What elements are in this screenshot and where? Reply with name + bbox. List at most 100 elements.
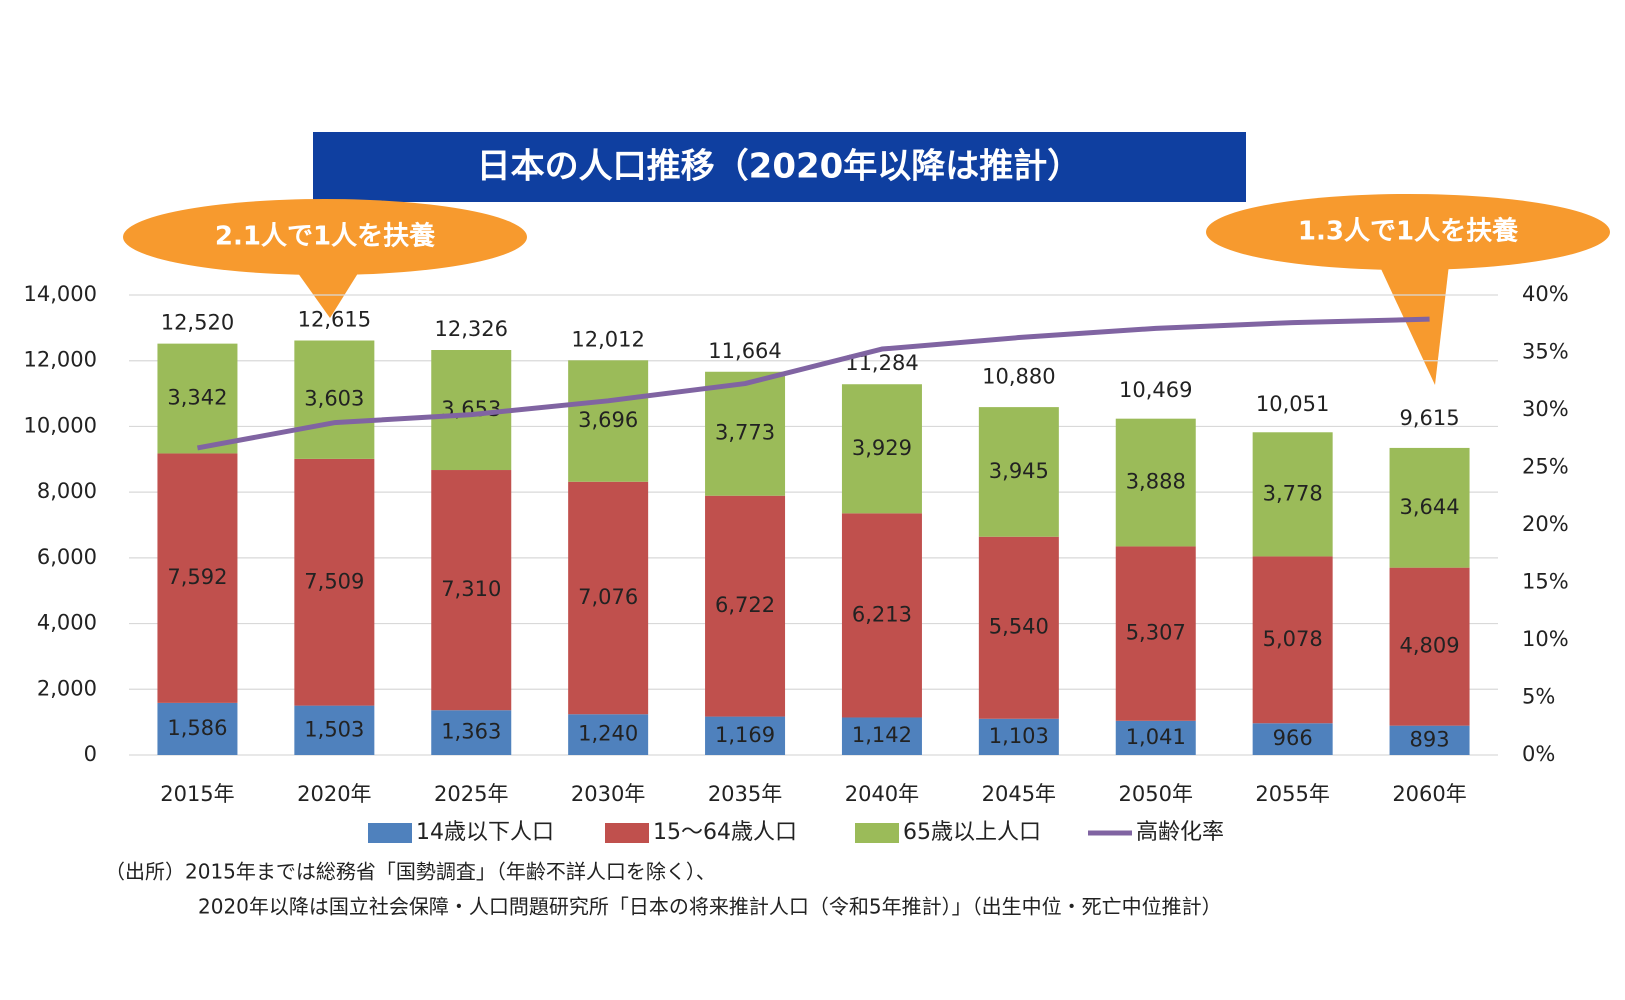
value-label: 5,540 bbox=[989, 615, 1049, 639]
value-label: 7,310 bbox=[441, 577, 501, 601]
legend-swatch bbox=[605, 823, 649, 843]
legend-swatch bbox=[368, 823, 412, 843]
source-note: （出所）2015年までは総務省「国勢調査」（年齢不詳人口を除く）、 bbox=[105, 860, 716, 884]
y2-tick-label: 40% bbox=[1522, 282, 1569, 306]
total-label: 12,326 bbox=[435, 317, 508, 341]
value-label: 893 bbox=[1410, 727, 1450, 751]
bar-segment bbox=[157, 453, 238, 703]
callout bbox=[1206, 194, 1610, 270]
bar-segment bbox=[568, 360, 649, 482]
y2-tick-label: 15% bbox=[1522, 570, 1569, 594]
annotation: 2.1人で1人を扶養 bbox=[215, 222, 436, 252]
y2-tick-label: 0% bbox=[1522, 742, 1555, 766]
bar-segment bbox=[1115, 418, 1196, 547]
bar-segment bbox=[157, 343, 238, 454]
y-tick-label: 6,000 bbox=[37, 545, 97, 569]
total-label: 11,664 bbox=[708, 339, 781, 363]
y-tick-label: 8,000 bbox=[37, 479, 97, 503]
bar-segment bbox=[978, 536, 1059, 719]
x-tick-label: 2030年 bbox=[571, 782, 645, 806]
bar-segment bbox=[1252, 556, 1333, 724]
bar-segment bbox=[294, 340, 375, 459]
x-tick-label: 2045年 bbox=[982, 782, 1056, 806]
annotation: 1.3人で1人を扶養 bbox=[1298, 217, 1519, 247]
value-label: 6,722 bbox=[715, 593, 775, 617]
bar-segment bbox=[568, 714, 649, 755]
bar-segment bbox=[841, 513, 922, 718]
y2-tick-label: 10% bbox=[1522, 627, 1569, 651]
bar-segment bbox=[294, 458, 375, 706]
bar-segment bbox=[157, 702, 238, 755]
total-label: 12,520 bbox=[161, 311, 234, 335]
value-label: 3,696 bbox=[578, 408, 638, 432]
bar-segment bbox=[431, 470, 512, 711]
value-label: 4,809 bbox=[1399, 634, 1459, 658]
value-label: 1,240 bbox=[578, 722, 638, 746]
value-label: 3,644 bbox=[1399, 495, 1459, 519]
y2-tick-label: 5% bbox=[1522, 685, 1555, 709]
bar-segment bbox=[1389, 567, 1470, 726]
bar-segment bbox=[705, 716, 786, 755]
x-tick-label: 2050年 bbox=[1119, 782, 1193, 806]
value-label: 1,586 bbox=[167, 716, 227, 740]
total-label: 10,880 bbox=[982, 365, 1055, 389]
callout-tail bbox=[290, 262, 365, 318]
y2-tick-label: 35% bbox=[1522, 340, 1569, 364]
y2-tick-label: 20% bbox=[1522, 512, 1569, 536]
value-label: 1,103 bbox=[989, 724, 1049, 748]
x-tick-label: 2015年 bbox=[160, 782, 234, 806]
x-tick-label: 2040年 bbox=[845, 782, 919, 806]
y-tick-label: 4,000 bbox=[37, 611, 97, 635]
x-tick-label: 2055年 bbox=[1255, 782, 1329, 806]
value-label: 7,509 bbox=[304, 569, 364, 593]
bar-segment bbox=[1115, 546, 1196, 721]
callout bbox=[123, 199, 527, 275]
value-label: 7,592 bbox=[167, 565, 227, 589]
bar-segment bbox=[705, 371, 786, 496]
value-label: 1,169 bbox=[715, 723, 775, 747]
x-tick-label: 2035年 bbox=[708, 782, 782, 806]
bar-segment bbox=[568, 481, 649, 715]
legend-label: 15〜64歳人口 bbox=[653, 820, 797, 845]
y2-tick-label: 30% bbox=[1522, 397, 1569, 421]
x-tick-label: 2060年 bbox=[1392, 782, 1466, 806]
value-label: 5,078 bbox=[1263, 627, 1323, 651]
y-tick-label: 14,000 bbox=[24, 282, 97, 306]
total-label: 12,615 bbox=[298, 308, 371, 332]
bar-segment bbox=[841, 384, 922, 514]
bar-segment bbox=[841, 717, 922, 755]
bar-segment bbox=[1389, 447, 1470, 568]
value-label: 7,076 bbox=[578, 585, 638, 609]
value-label: 1,142 bbox=[852, 723, 912, 747]
bar-segment bbox=[294, 705, 375, 755]
x-tick-label: 2025年 bbox=[434, 782, 508, 806]
total-label: 12,012 bbox=[571, 327, 644, 351]
legend-label: 14歳以下人口 bbox=[416, 820, 554, 845]
value-label: 3,603 bbox=[304, 387, 364, 411]
value-label: 3,773 bbox=[715, 421, 775, 445]
value-label: 1,503 bbox=[304, 717, 364, 741]
bar-segment bbox=[978, 718, 1059, 755]
legend-label: 高齢化率 bbox=[1136, 820, 1224, 845]
y2-tick-label: 25% bbox=[1522, 455, 1569, 479]
y-tick-label: 12,000 bbox=[24, 348, 97, 372]
value-label: 3,945 bbox=[989, 459, 1049, 483]
value-label: 1,041 bbox=[1126, 725, 1186, 749]
y-tick-label: 0 bbox=[84, 742, 97, 766]
x-tick-label: 2020年 bbox=[297, 782, 371, 806]
title-box bbox=[313, 132, 1246, 202]
legend-swatch bbox=[855, 823, 899, 843]
value-label: 6,213 bbox=[852, 602, 912, 626]
y-tick-label: 2,000 bbox=[37, 676, 97, 700]
value-label: 966 bbox=[1273, 726, 1313, 750]
bar-segment bbox=[431, 710, 512, 755]
value-label: 3,888 bbox=[1126, 470, 1186, 494]
legend-label: 65歳以上人口 bbox=[903, 820, 1041, 845]
bar-segment bbox=[1115, 720, 1196, 755]
bar-segment bbox=[1252, 432, 1333, 557]
bar-segment bbox=[1252, 723, 1333, 755]
bar-segment bbox=[1389, 725, 1470, 755]
value-label: 5,307 bbox=[1126, 621, 1186, 645]
bar-segment bbox=[978, 407, 1059, 537]
